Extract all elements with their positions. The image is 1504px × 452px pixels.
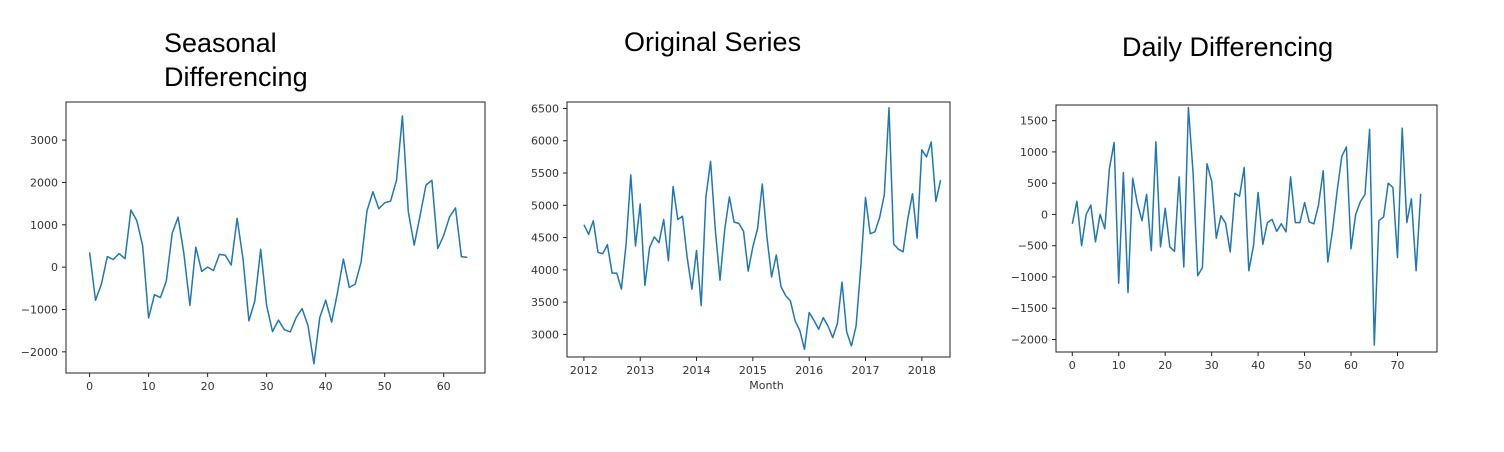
x-tick-label: 2014: [683, 364, 711, 377]
x-tick-label: 30: [1205, 359, 1219, 372]
y-tick-label: 3500: [531, 296, 559, 309]
x-tick-label: 2018: [908, 364, 936, 377]
x-tick-label: 20: [1158, 359, 1172, 372]
y-tick-label: 1500: [1020, 115, 1048, 128]
y-tick-label: 5500: [531, 167, 559, 180]
x-axis-label: Month: [749, 379, 784, 392]
x-tick-label: 10: [1112, 359, 1126, 372]
y-tick-label: −2000: [21, 346, 58, 359]
x-tick-label: 0: [1069, 359, 1076, 372]
plot-frame: [65, 101, 486, 374]
y-tick-label: −1000: [21, 303, 58, 316]
x-tick-label: 2013: [626, 364, 654, 377]
y-tick-label: −2000: [1011, 333, 1048, 346]
x-tick-label: 70: [1391, 359, 1405, 372]
x-tick-label: 0: [86, 380, 93, 393]
series-line: [583, 107, 942, 351]
x-tick-label: 2012: [570, 364, 598, 377]
x-tick-label: 40: [1251, 359, 1265, 372]
x-tick-label: 20: [201, 380, 215, 393]
y-tick-label: 5000: [531, 199, 559, 212]
y-tick-label: 1000: [30, 219, 58, 232]
seasonal-heading-line-2: Differencing: [164, 62, 308, 92]
y-tick-label: 3000: [531, 328, 559, 341]
daily-differencing-heading: Daily Differencing: [1122, 32, 1334, 62]
y-tick-label: 6500: [531, 102, 559, 115]
y-tick-label: 4000: [531, 264, 559, 277]
plot-frame: [1055, 104, 1438, 353]
x-tick-label: 2017: [852, 364, 880, 377]
x-tick-label: 50: [378, 380, 392, 393]
plot-frame: [566, 101, 951, 358]
x-tick-label: 2016: [795, 364, 823, 377]
y-tick-label: 6000: [531, 135, 559, 148]
y-tick-label: 1000: [1020, 146, 1048, 159]
series-line: [1071, 106, 1422, 346]
seasonal-differencing-heading: Seasonal Differencing: [164, 26, 308, 94]
y-tick-label: −500: [1018, 240, 1048, 253]
y-tick-label: 2000: [30, 176, 58, 189]
x-tick-label: 60: [1344, 359, 1358, 372]
y-tick-label: −1000: [1011, 271, 1048, 284]
x-tick-label: 50: [1298, 359, 1312, 372]
original-series-heading: Original Series: [624, 27, 802, 57]
y-tick-label: 3000: [30, 134, 58, 147]
x-tick-label: 2015: [739, 364, 767, 377]
x-tick-label: 30: [260, 380, 274, 393]
x-tick-label: 10: [142, 380, 156, 393]
series-line: [88, 115, 468, 365]
seasonal-heading-line-1: Seasonal: [164, 28, 277, 58]
y-tick-label: 0: [51, 261, 58, 274]
x-tick-label: 60: [437, 380, 451, 393]
y-tick-label: −1500: [1011, 302, 1048, 315]
y-tick-label: 0: [1041, 208, 1048, 221]
x-tick-label: 40: [319, 380, 333, 393]
y-tick-label: 500: [1027, 177, 1048, 190]
y-tick-label: 4500: [531, 232, 559, 245]
